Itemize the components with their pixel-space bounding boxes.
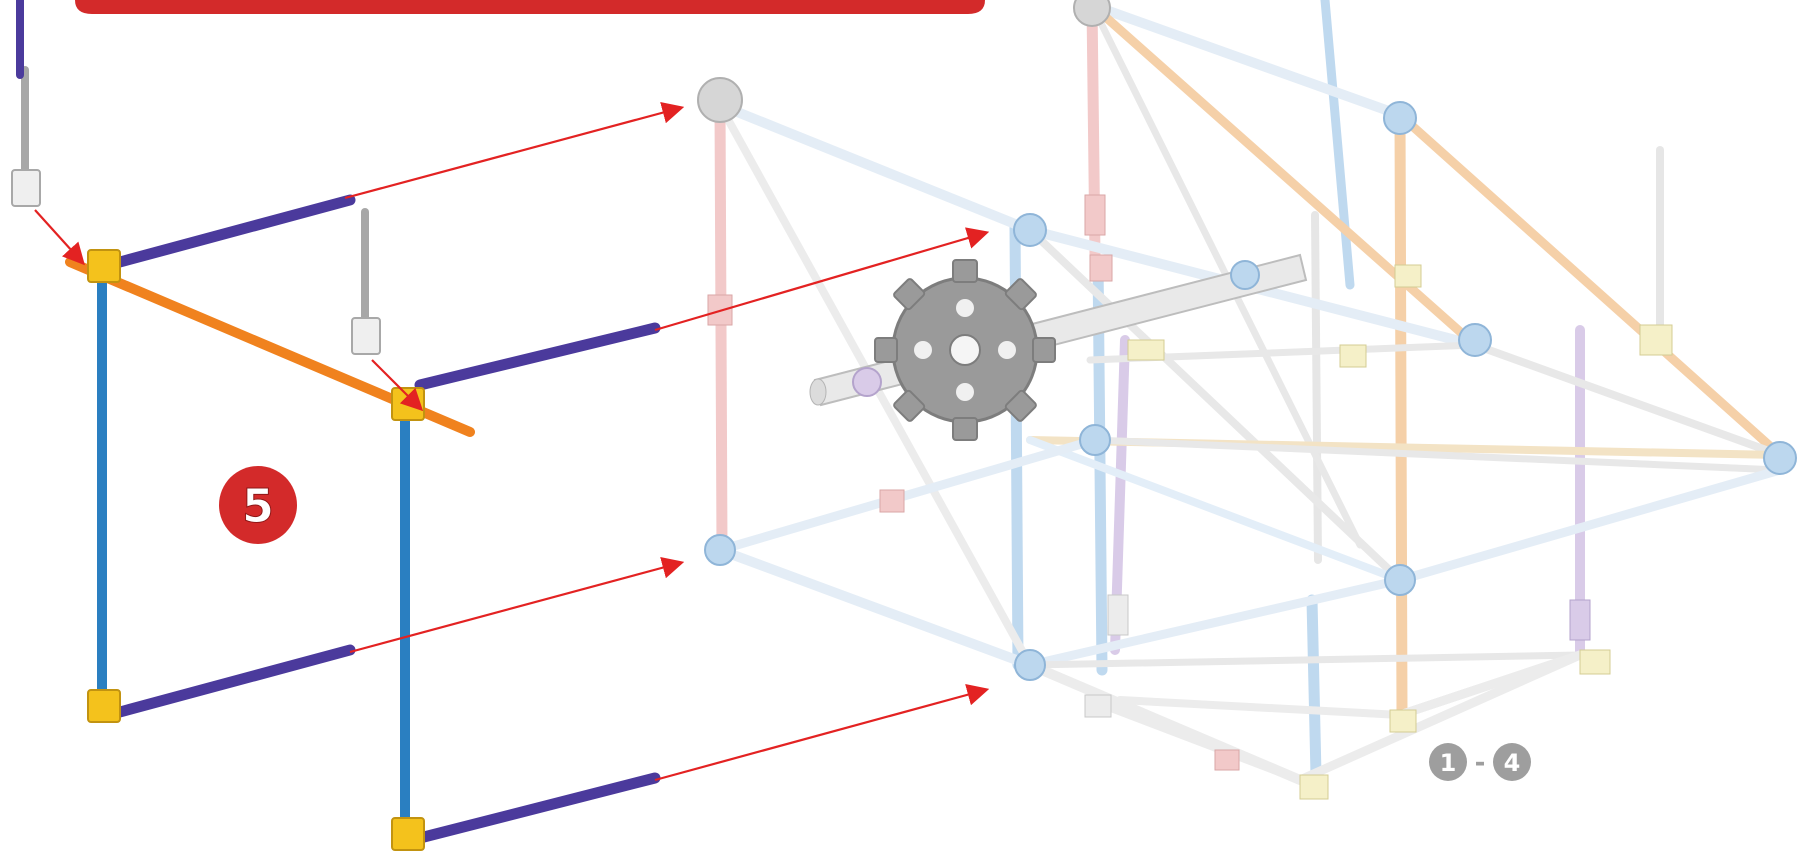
step-number: 5 [242, 479, 274, 533]
step-badge: 5 [219, 466, 297, 544]
range-end: 4 [1504, 749, 1521, 777]
range-start: 1 [1440, 749, 1457, 777]
guide-arrows [34, 101, 990, 782]
gear-icon [874, 259, 1056, 441]
step-badge-circle [219, 466, 297, 544]
range-end-badge [1493, 743, 1531, 781]
range-start-badge [1429, 743, 1467, 781]
previous-steps-label: 1 - 4 [1429, 743, 1531, 781]
range-separator: - [1475, 748, 1486, 778]
header-banner [75, 0, 985, 14]
new-parts [11, 0, 661, 851]
axle-assembly [809, 253, 1308, 441]
ghost-connectors [697, 0, 1797, 800]
